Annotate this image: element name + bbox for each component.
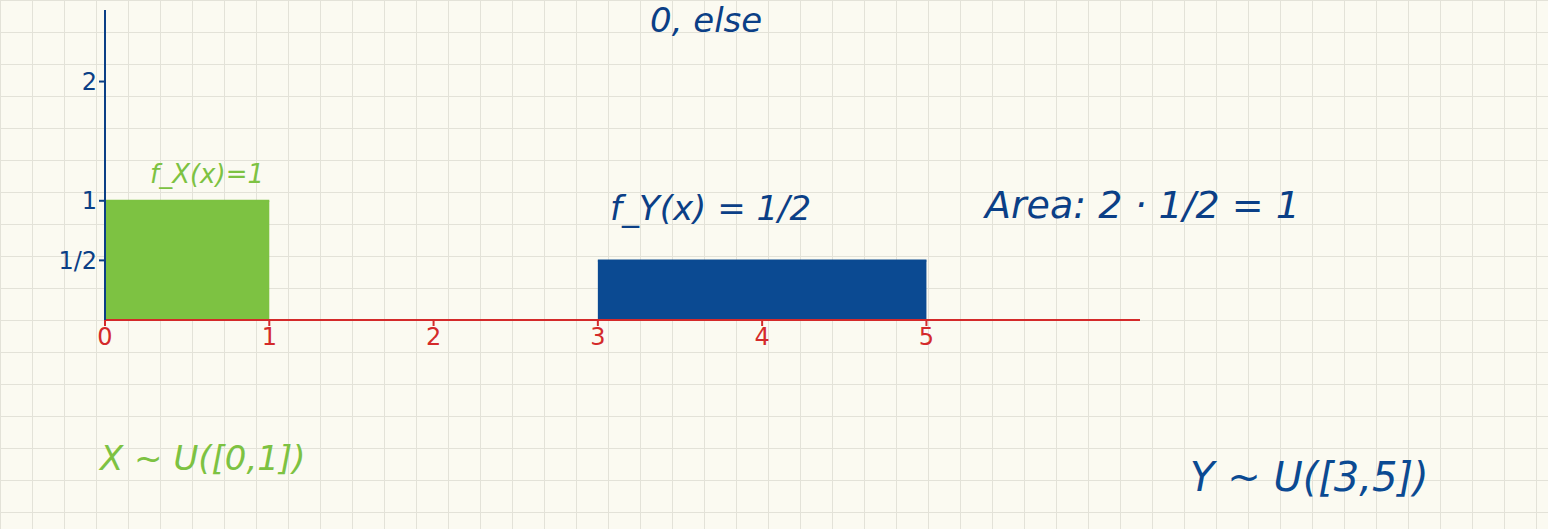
svg-text:3: 3 [590, 323, 605, 351]
svg-text:0: 0 [97, 323, 112, 351]
svg-text:4: 4 [755, 323, 770, 351]
html-text:f_X(x)=1: f_X(x)=1 [150, 159, 264, 189]
svg-text:1: 1 [82, 187, 97, 215]
svg-text:1: 1 [262, 323, 277, 351]
svg-text:2: 2 [82, 68, 97, 96]
html-text:f_Y(x) = 1/2: f_Y(x) = 1/2 [610, 188, 812, 228]
svg-text:2: 2 [426, 323, 441, 351]
svg-text:1/2: 1/2 [58, 247, 97, 275]
svg-text:5: 5 [919, 323, 934, 351]
html-text:Area: 2 · 1/2 = 1: Area: 2 · 1/2 = 1 [985, 183, 1300, 227]
html-text:X ~ U([0,1]): X ~ U([0,1]) [100, 438, 306, 478]
html-text:0, else: 0, else [650, 0, 763, 40]
html-text:Y ~ U([3,5]): Y ~ U([3,5]) [1190, 454, 1429, 500]
